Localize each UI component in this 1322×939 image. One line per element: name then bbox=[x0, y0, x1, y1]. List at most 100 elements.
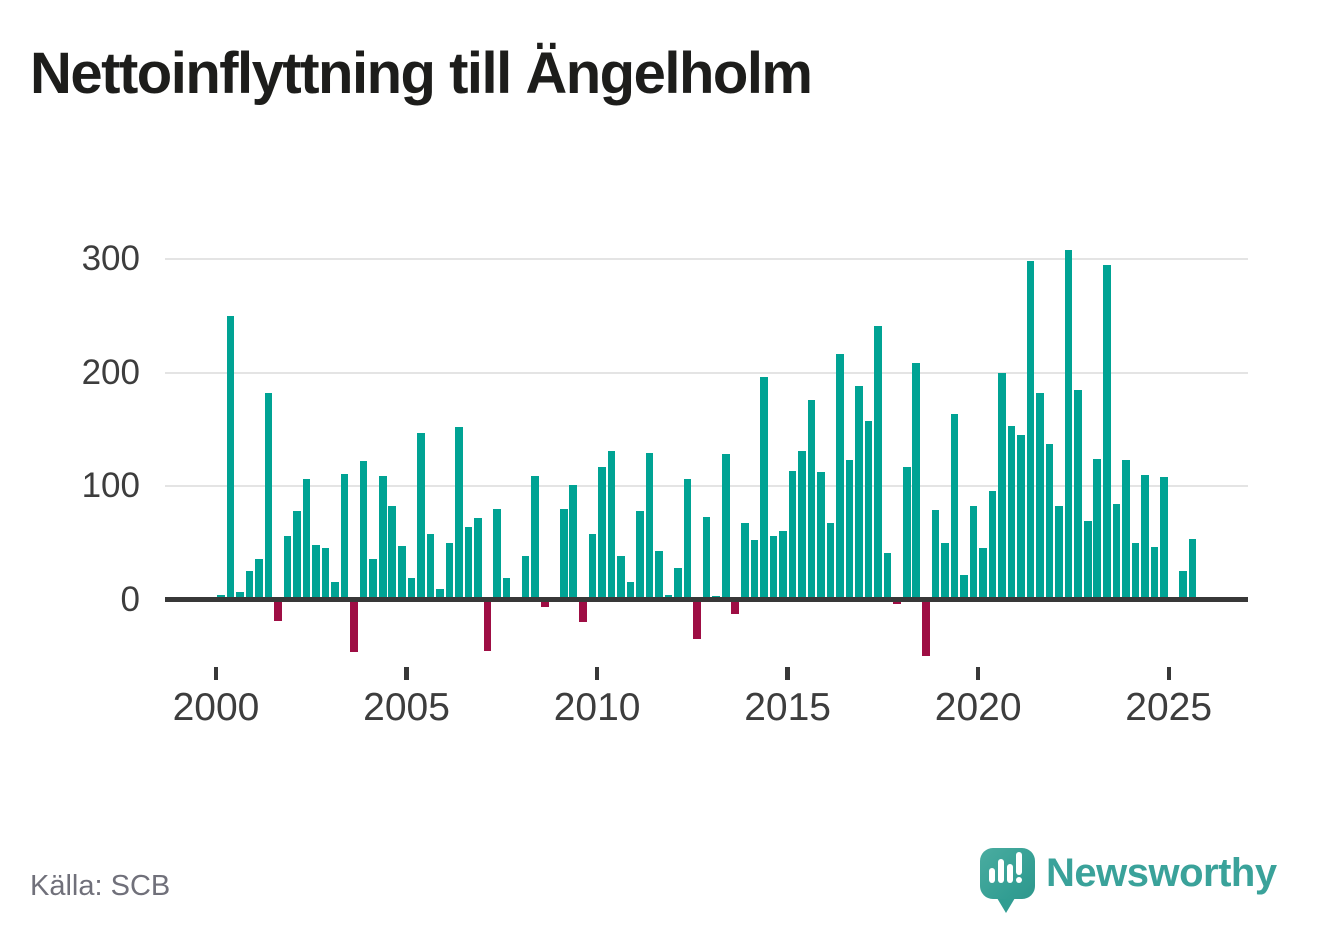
x-tick-label-2015: 2015 bbox=[744, 686, 831, 729]
logo-exclamation-dot-icon bbox=[1016, 877, 1022, 883]
chart-title: Nettoinflyttning till Ängelholm bbox=[30, 41, 813, 106]
x-tick-2020 bbox=[975, 667, 981, 680]
bar-2003Q2 bbox=[340, 473, 349, 600]
bar-2022Q3 bbox=[1074, 389, 1083, 600]
x-tick-2000 bbox=[213, 667, 219, 680]
bar-2012Q2 bbox=[683, 479, 692, 600]
gridline-100 bbox=[165, 485, 1248, 487]
bar-2007Q3 bbox=[502, 577, 511, 600]
bar-2010Q1 bbox=[598, 466, 606, 600]
bar-2002Q3 bbox=[312, 545, 320, 600]
bar-2007Q1 bbox=[483, 599, 492, 651]
bar-2001Q4 bbox=[283, 535, 292, 600]
bar-2009Q4 bbox=[588, 533, 597, 600]
bar-2011Q3 bbox=[655, 550, 663, 600]
x-tick-label-2005: 2005 bbox=[363, 686, 450, 729]
bar-2003Q4 bbox=[359, 461, 368, 600]
bar-2011Q2 bbox=[645, 453, 654, 600]
logo-wordmark: Newsworthy bbox=[1046, 851, 1277, 895]
bar-2002Q2 bbox=[302, 479, 311, 600]
bar-2004Q4 bbox=[398, 546, 406, 600]
gridline-200 bbox=[165, 371, 1248, 374]
bar-2016Q1 bbox=[826, 523, 835, 600]
bar-2006Q2 bbox=[455, 426, 463, 600]
bar-2024Q3 bbox=[1150, 547, 1159, 600]
bar-2006Q4 bbox=[474, 517, 482, 600]
bar-2020Q4 bbox=[1007, 425, 1016, 600]
bar-2023Q2 bbox=[1103, 264, 1111, 600]
x-tick-2015 bbox=[785, 667, 790, 680]
bar-2006Q3 bbox=[464, 526, 473, 600]
bar-2015Q4 bbox=[817, 472, 825, 600]
bar-2025Q3 bbox=[1188, 539, 1197, 600]
bar-2018Q1 bbox=[902, 466, 911, 600]
bar-2000Q4 bbox=[245, 571, 254, 600]
bar-2003Q3 bbox=[350, 599, 358, 652]
speech-bubble-chart-icon bbox=[980, 848, 1035, 899]
newsworthy-logo: Newsworthy bbox=[978, 845, 1308, 915]
bar-2018Q2 bbox=[912, 363, 921, 600]
logo-bar-icon bbox=[1007, 864, 1013, 883]
bar-2005Q2 bbox=[417, 432, 425, 600]
bar-2001Q3 bbox=[274, 599, 282, 622]
bar-2021Q3 bbox=[1036, 392, 1044, 600]
y-tick-label-100: 100 bbox=[81, 466, 140, 505]
bar-2001Q2 bbox=[264, 392, 273, 600]
bar-2015Q2 bbox=[798, 450, 806, 600]
bar-2005Q4 bbox=[436, 589, 444, 600]
x-tick-2005 bbox=[404, 667, 409, 680]
bar-2022Q1 bbox=[1055, 506, 1063, 600]
logo-exclamation-icon bbox=[1016, 852, 1022, 875]
bar-2021Q2 bbox=[1026, 261, 1035, 600]
x-tick-label-2000: 2000 bbox=[172, 686, 260, 729]
bar-2024Q2 bbox=[1141, 474, 1149, 600]
bar-2020Q3 bbox=[998, 372, 1006, 600]
y-tick-label-0: 0 bbox=[120, 579, 140, 619]
source-note: Källa: SCB bbox=[30, 870, 171, 902]
bar-2017Q2 bbox=[874, 325, 882, 600]
bar-2023Q1 bbox=[1093, 458, 1102, 600]
bar-2019Q3 bbox=[960, 574, 968, 600]
y-tick-label-300: 300 bbox=[81, 239, 140, 278]
bar-2017Q3 bbox=[883, 552, 892, 600]
bar-2022Q4 bbox=[1083, 521, 1092, 600]
bar-2014Q4 bbox=[779, 531, 787, 600]
logo-bar-icon bbox=[989, 868, 995, 883]
bar-2010Q3 bbox=[617, 556, 625, 600]
bar-2023Q3 bbox=[1112, 504, 1121, 600]
bar-2013Q4 bbox=[740, 523, 749, 600]
gridline-300 bbox=[165, 258, 1248, 260]
bar-2019Q2 bbox=[950, 414, 959, 600]
bar-2004Q1 bbox=[369, 558, 378, 600]
bar-2013Q2 bbox=[721, 454, 730, 600]
bar-2014Q1 bbox=[750, 540, 759, 600]
bar-2009Q3 bbox=[579, 599, 587, 623]
bar-2011Q1 bbox=[636, 510, 644, 600]
bar-2022Q2 bbox=[1064, 249, 1073, 600]
bar-2009Q2 bbox=[569, 484, 578, 600]
bar-2015Q3 bbox=[807, 399, 816, 600]
bar-2016Q2 bbox=[836, 354, 844, 600]
bar-2014Q2 bbox=[760, 377, 768, 600]
bar-2018Q3 bbox=[921, 599, 930, 657]
bar-2021Q1 bbox=[1017, 434, 1025, 600]
bar-2004Q2 bbox=[378, 475, 387, 600]
bar-2008Q3 bbox=[540, 599, 549, 608]
bar-2006Q1 bbox=[445, 542, 454, 600]
bar-2005Q3 bbox=[426, 533, 435, 600]
bar-2015Q1 bbox=[788, 471, 797, 600]
bar-2012Q3 bbox=[693, 599, 701, 640]
bar-2007Q2 bbox=[493, 508, 501, 600]
bar-2010Q4 bbox=[626, 582, 635, 600]
bar-2002Q1 bbox=[293, 510, 301, 600]
bar-2020Q2 bbox=[988, 490, 997, 600]
bar-2014Q3 bbox=[769, 535, 778, 600]
bar-2024Q4 bbox=[1160, 476, 1168, 600]
bar-2016Q4 bbox=[855, 386, 863, 600]
bar-2017Q1 bbox=[864, 421, 873, 600]
bar-2018Q4 bbox=[931, 509, 940, 600]
bar-2016Q3 bbox=[845, 459, 854, 600]
bar-2003Q1 bbox=[331, 582, 339, 600]
x-tick-label-2020: 2020 bbox=[934, 686, 1022, 729]
